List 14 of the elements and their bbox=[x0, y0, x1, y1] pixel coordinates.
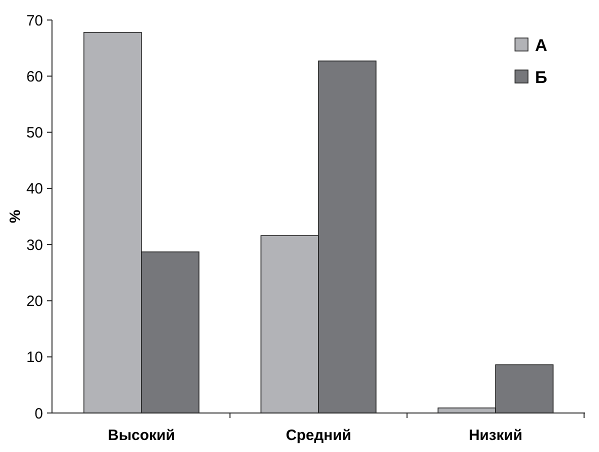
y-tick-label: 20 bbox=[26, 292, 43, 310]
y-tick-label: 0 bbox=[34, 405, 43, 422]
y-tick-label: 10 bbox=[26, 349, 43, 366]
y-tick-label: 70 bbox=[26, 12, 43, 30]
legend-label: Б bbox=[535, 68, 548, 87]
x-tick-label: Низкий bbox=[468, 427, 522, 444]
x-tick-label: Высокий bbox=[108, 427, 175, 444]
y-tick-label: 60 bbox=[26, 68, 43, 86]
y-tick-label: 50 bbox=[26, 124, 43, 142]
legend-label: А bbox=[535, 36, 548, 55]
y-tick-label: 30 bbox=[26, 236, 43, 254]
y-tick-label: 40 bbox=[26, 180, 43, 198]
x-tick-label: Средний bbox=[286, 427, 352, 444]
y-axis-title: % bbox=[7, 210, 24, 224]
